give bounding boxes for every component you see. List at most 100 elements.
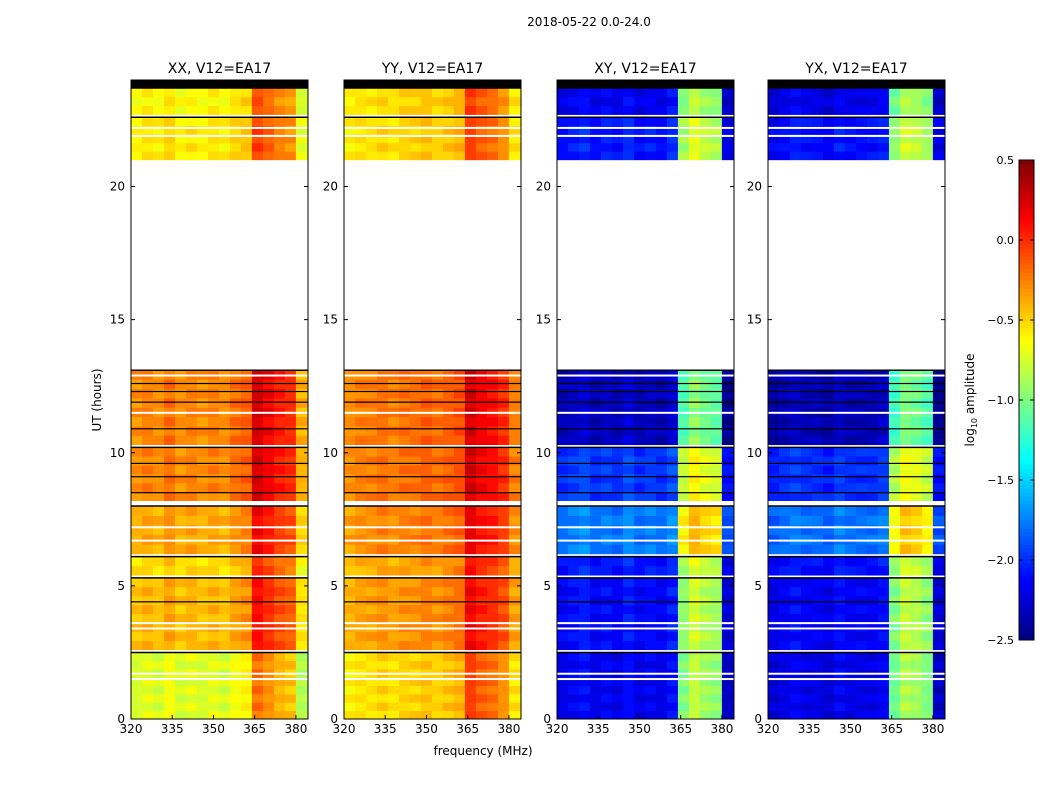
heatmap-cell [677,622,690,633]
heatmap-cell [655,435,668,446]
heatmap-cell [633,565,646,576]
heatmap-cell [899,416,912,427]
heatmap-cell [877,613,890,624]
heatmap-cell [141,398,154,408]
heatmap-cell [589,491,602,501]
heatmap-cell [800,456,813,466]
heatmap-cell [431,586,444,597]
heatmap-cell [699,565,712,576]
heatmap-cell [833,474,846,484]
flagged-row [344,672,521,675]
heatmap-cell [365,456,378,466]
heatmap-cell [387,515,400,526]
heatmap-cell [600,595,613,606]
heatmap-cell [622,482,635,493]
heatmap-cell [699,105,712,115]
flagged-row-black [768,492,945,494]
heatmap-cell [677,652,690,662]
heatmap-cell [699,586,712,597]
heatmap-cell [578,586,591,597]
heatmap-cell [284,556,297,567]
heatmap-cell [475,595,488,606]
heatmap-cell [376,482,389,493]
heatmap-cell [932,87,946,98]
heatmap-cell [589,565,602,576]
heatmap-cell [486,117,499,127]
heatmap-cell [789,515,802,526]
heatmap-cell [622,134,635,144]
heatmap-cell [921,677,934,687]
heatmap-cell [644,586,657,597]
heatmap-cell [866,87,879,98]
heatmap-cell [229,577,242,588]
heatmap-cell [888,435,901,446]
heatmap-cell [699,677,712,687]
colorbar-segment [1019,608,1034,613]
heatmap-cell [557,96,569,107]
heatmap-cell [833,435,846,446]
heatmap-cell [486,702,499,711]
heatmap-cell [768,379,780,390]
heatmap-cell [240,544,253,555]
heatmap-cell [578,117,591,127]
heatmap-cell [453,525,466,536]
heatmap-cell [344,87,356,98]
heatmap-cell [768,482,780,493]
heatmap-cell [284,586,297,597]
heatmap-cell [578,447,591,457]
heatmap-cell [344,660,356,670]
heatmap-cell [611,125,624,135]
heatmap-cell [611,105,624,115]
heatmap-cell [921,710,934,720]
heatmap-cell [365,134,378,144]
heatmap-cell [633,151,646,161]
heatmap-cell [811,677,824,687]
heatmap-cell [387,640,400,651]
heatmap-cell [141,631,154,642]
heatmap-cell [163,491,176,501]
heatmap-cell [877,586,890,597]
heatmap-cell [475,117,488,127]
heatmap-cell [273,586,286,597]
heatmap-cell [877,151,890,161]
heatmap-cell [921,87,934,98]
y-tick-label: 10 [110,446,125,460]
heatmap-cell [207,640,220,651]
heatmap-cell [899,544,912,555]
heatmap-cell [589,660,602,670]
heatmap-cell [240,595,253,606]
heatmap-cell [251,125,264,135]
heatmap-cell [644,447,657,457]
heatmap-cell [932,388,946,399]
heatmap-cell [262,491,275,501]
heatmap-cell [376,710,389,720]
heatmap-cell [398,652,411,662]
heatmap-cell [152,482,165,493]
heatmap-cell [666,447,679,457]
flagged-row [557,672,734,675]
heatmap-cell [354,702,367,711]
heatmap-cell [910,465,923,475]
heatmap-cell [486,631,499,642]
heatmap-cell [855,117,868,127]
heatmap-cell [508,577,522,588]
heatmap-cell [557,604,569,615]
heatmap-cell [365,586,378,597]
heatmap-cell [229,465,242,475]
heatmap-cell [295,640,309,651]
heatmap-cell [633,577,646,588]
heatmap-cell [229,398,242,408]
heatmap-cell [888,515,901,526]
flagged-row-black [344,462,521,464]
heatmap-cell [833,416,846,427]
heatmap-cell [409,125,422,135]
heatmap-cell [251,105,264,115]
heatmap-cell [600,652,613,662]
heatmap-cell [365,631,378,642]
heatmap-cell [442,652,455,662]
heatmap-cell [877,465,890,475]
heatmap-cell [644,652,657,662]
heatmap-cell [877,142,890,152]
heatmap-cell [251,388,264,399]
heatmap-cell [811,435,824,446]
